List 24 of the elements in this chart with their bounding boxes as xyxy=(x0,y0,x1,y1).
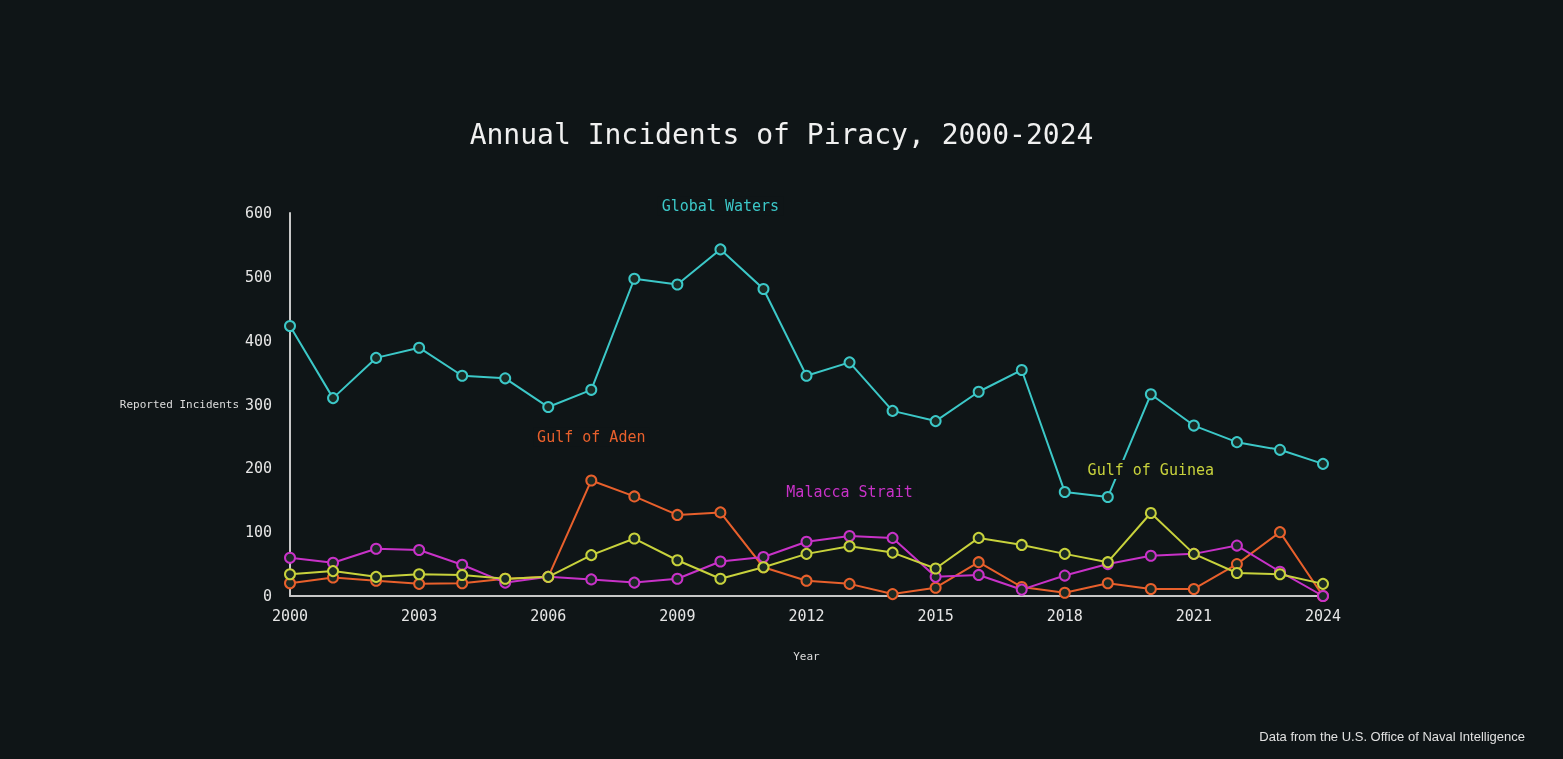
x-tick-label: 2000 xyxy=(271,606,309,625)
text: Gulf of Aden xyxy=(537,427,646,446)
x-tick-label: 2009 xyxy=(659,606,696,625)
chart-title: Annual Incidents of Piracy, 2000-2024 xyxy=(469,117,1094,151)
y-tick-label: 500 xyxy=(244,267,272,286)
y-tick-label: 600 xyxy=(244,204,272,222)
y-axis-title: Reported Incidents xyxy=(119,398,240,411)
x-tick-label: 2018 xyxy=(1046,606,1083,625)
x-tick-label: 2003 xyxy=(401,606,438,625)
y-tick-label: 200 xyxy=(244,459,272,478)
x-tick-label: 2006 xyxy=(530,606,567,625)
y-tick-label: 300 xyxy=(244,395,272,414)
x-tick-label: 2015 xyxy=(917,606,954,625)
x-axis-title: Year xyxy=(793,650,821,663)
y-tick-label: 400 xyxy=(244,331,272,350)
text: Malacca Strait xyxy=(786,483,913,502)
text: Data from the U.S. Office of Naval Intelligence xyxy=(1259,729,1526,744)
x-tick-label: 2021 xyxy=(1175,606,1212,625)
x-tick-label: 2012 xyxy=(788,606,825,625)
text: Global Waters xyxy=(661,196,780,215)
x-tick-label: 2024 xyxy=(1304,606,1342,625)
y-tick-label: 100 xyxy=(244,523,272,542)
y-tick-label: 0 xyxy=(262,587,272,605)
text: Gulf of Guinea xyxy=(1087,460,1215,479)
